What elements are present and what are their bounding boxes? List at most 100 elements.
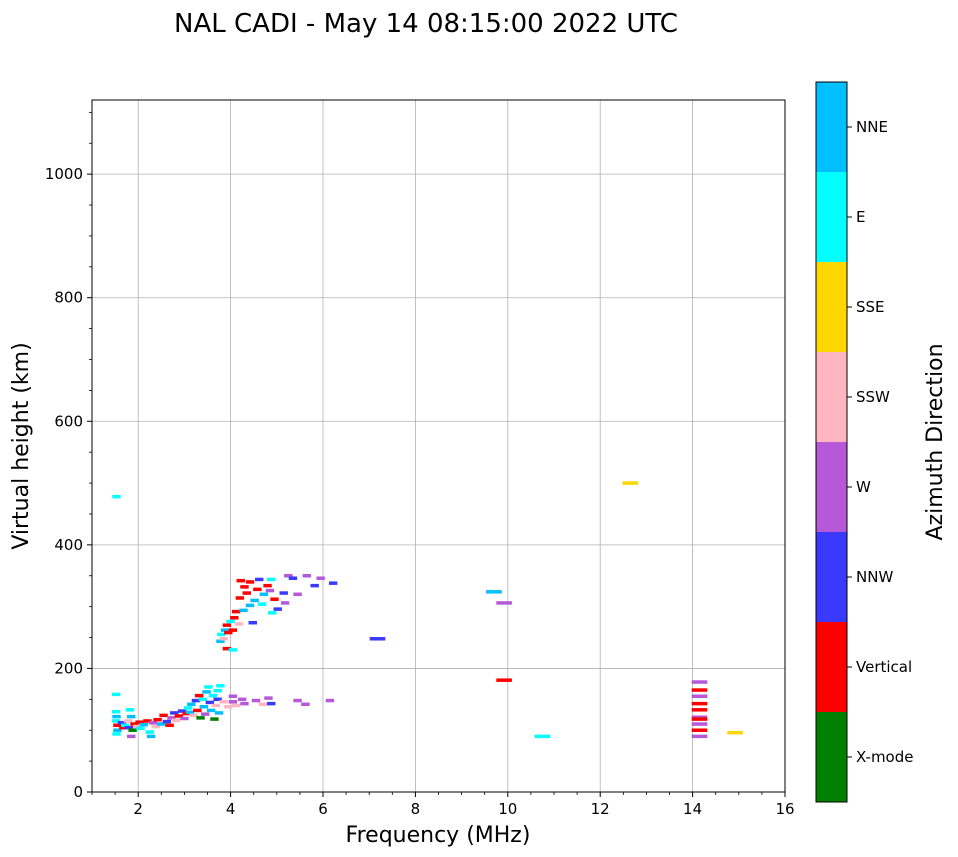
echo-point-w bbox=[180, 716, 189, 721]
echo-point-nne bbox=[185, 710, 195, 715]
echo-point-w bbox=[302, 574, 312, 578]
echo-point-e bbox=[213, 688, 222, 693]
y-axis-label: Virtual height (km) bbox=[9, 342, 34, 549]
echo-point-x-mode bbox=[196, 716, 205, 720]
colorbar-tick-label: W bbox=[856, 478, 871, 496]
echo-point-vertical bbox=[143, 719, 152, 723]
echo-point-vertical bbox=[691, 717, 708, 721]
echo-point-e bbox=[183, 706, 193, 710]
echo-point-vertical bbox=[235, 596, 245, 600]
echo-point-nnw bbox=[279, 591, 288, 595]
plot-background bbox=[92, 100, 785, 792]
echo-point-ssw bbox=[171, 718, 181, 723]
echo-point-w bbox=[691, 680, 708, 684]
plot-area: 2 4 6 8 10 12 14 16 0 200 400 600 800 1000 bbox=[45, 99, 795, 818]
echo-point-nnw bbox=[205, 700, 215, 705]
x-tick-label: 10 bbox=[498, 800, 517, 818]
x-tick-label: 14 bbox=[683, 800, 702, 818]
echo-point-nne bbox=[216, 639, 225, 643]
echo-point-e bbox=[267, 577, 276, 582]
colorbar-tick-label: E bbox=[856, 208, 865, 226]
echo-point-w bbox=[200, 712, 210, 716]
echo-point-nne bbox=[220, 628, 230, 632]
echo-point-e bbox=[534, 734, 551, 739]
echo-point-w bbox=[293, 592, 302, 597]
echo-point-vertical bbox=[135, 720, 144, 724]
echo-point-vertical bbox=[228, 628, 238, 632]
echo-point-nne bbox=[486, 590, 502, 594]
y-tick-label: 0 bbox=[73, 783, 83, 801]
echo-point-sse bbox=[622, 481, 639, 485]
echo-point-ssw bbox=[224, 704, 233, 709]
echo-point-e bbox=[216, 683, 225, 688]
echo-point-nne bbox=[112, 714, 121, 719]
echo-point-vertical bbox=[222, 623, 232, 627]
echo-point-e bbox=[136, 726, 145, 731]
echo-point-e bbox=[257, 602, 267, 606]
colorbar-tick-label: SSE bbox=[856, 298, 885, 316]
colorbar-swatch-e bbox=[816, 172, 847, 262]
echo-point-nnw bbox=[255, 577, 264, 582]
echo-point-w bbox=[691, 722, 708, 726]
colorbar-swatch-vertical bbox=[816, 622, 847, 712]
echo-point-e bbox=[208, 693, 218, 698]
echo-point-w bbox=[293, 698, 302, 703]
echo-point-w bbox=[251, 698, 261, 703]
echo-point-vertical bbox=[113, 723, 122, 728]
echo-point-ssw bbox=[151, 724, 160, 729]
echo-point-nne bbox=[259, 592, 269, 597]
y-tick-label: 800 bbox=[54, 289, 83, 307]
echo-point-nnw bbox=[162, 719, 172, 724]
echo-point-vertical bbox=[691, 708, 708, 712]
echo-point-vertical bbox=[193, 708, 202, 713]
echo-point-vertical bbox=[245, 580, 255, 584]
echo-point-ssw bbox=[123, 719, 133, 723]
echo-point-vertical bbox=[119, 725, 128, 730]
x-tick-label: 8 bbox=[411, 800, 421, 818]
x-axis-label: Frequency (MHz) bbox=[346, 823, 531, 848]
echo-point-ssw bbox=[258, 702, 268, 707]
echo-point-e bbox=[112, 494, 121, 499]
echo-point-nnw bbox=[288, 576, 298, 580]
echo-point-w bbox=[316, 576, 325, 580]
echo-point-nne bbox=[214, 711, 224, 715]
echo-point-w bbox=[148, 721, 158, 725]
echo-point-nnw bbox=[170, 711, 179, 715]
echo-point-e bbox=[267, 611, 277, 615]
colorbar-swatch-nnw bbox=[816, 532, 847, 622]
echo-point-vertical bbox=[240, 585, 249, 589]
colorbar-frame bbox=[815, 81, 848, 803]
echo-point-nnw bbox=[267, 701, 276, 706]
x-axis-ticks: 2 4 6 8 10 12 14 16 bbox=[91, 792, 795, 818]
echo-point-x-mode bbox=[128, 728, 137, 732]
echo-point-w bbox=[228, 700, 238, 704]
y-tick-label: 600 bbox=[54, 412, 83, 430]
echo-point-ssw bbox=[133, 724, 142, 729]
y-tick-label: 400 bbox=[54, 536, 83, 554]
echo-point-vertical bbox=[242, 591, 251, 595]
chart-title: NAL CADI - May 14 08:15:00 2022 UTC bbox=[174, 9, 678, 39]
echo-point-w bbox=[691, 734, 708, 739]
echo-point-nnw bbox=[177, 709, 187, 713]
echo-point-w bbox=[325, 698, 335, 703]
echo-point-nnw bbox=[273, 607, 282, 611]
data-marks bbox=[111, 481, 743, 739]
echo-point-nne bbox=[206, 708, 216, 713]
echo-point-e bbox=[111, 709, 121, 714]
echo-point-nnw bbox=[310, 583, 319, 588]
colorbar-tick-label: NNE bbox=[856, 118, 888, 136]
echo-point-vertical bbox=[174, 714, 184, 718]
echo-point-w bbox=[264, 696, 273, 700]
echo-point-nnw bbox=[117, 721, 127, 725]
echo-point-nne bbox=[139, 722, 148, 727]
echo-point-w bbox=[237, 697, 247, 702]
echo-point-ssw bbox=[231, 703, 241, 708]
x-tick-label: 16 bbox=[775, 800, 794, 818]
echo-point-w bbox=[265, 588, 275, 593]
y-tick-label: 200 bbox=[54, 659, 83, 677]
echo-point-w bbox=[496, 601, 512, 605]
x-tick-label: 4 bbox=[226, 800, 236, 818]
echo-point-w bbox=[691, 694, 708, 698]
echo-point-nne bbox=[199, 704, 209, 709]
